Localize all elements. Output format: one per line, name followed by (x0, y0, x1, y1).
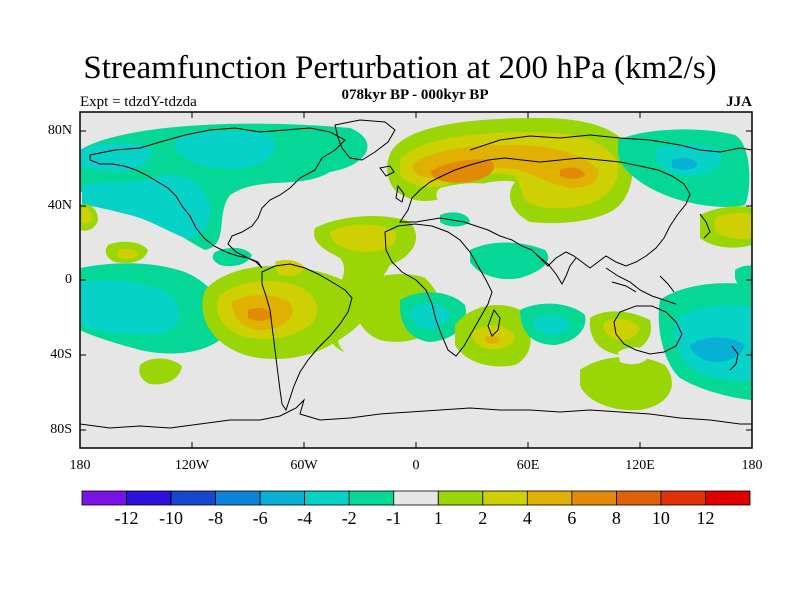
colorbar-swatch (437, 490, 484, 506)
colorbar-swatch (705, 490, 751, 506)
coastline-north-america (89, 127, 346, 269)
lon-label-120e: 120E (625, 458, 655, 473)
lat-label-80n: 80N (47, 123, 72, 138)
coastline-south-america (261, 263, 353, 412)
colorbar-swatch (482, 490, 528, 506)
coastline-india (537, 255, 577, 286)
plot-title: Streamfunction Perturbation at 200 hPa (… (83, 50, 717, 86)
colorbar (81, 490, 751, 506)
plot-subtitle: 078kyr BP - 000kyr BP (341, 87, 489, 103)
coastline-new-zealand (729, 345, 739, 371)
colorbar-label: 1 (433, 508, 443, 528)
season-label: JJA (726, 94, 752, 110)
colorbar-swatch (571, 490, 617, 506)
coastline-southeast-asia (605, 267, 677, 305)
colorbar-label: -6 (252, 508, 268, 528)
latitude-ticks (80, 130, 752, 431)
lon-label-180e: 180 (741, 458, 763, 473)
lat-label-80s: 80S (50, 422, 72, 437)
colorbar-swatch (81, 490, 127, 506)
colorbar-swatch (215, 490, 261, 506)
colorbar-label: 4 (522, 508, 532, 528)
colorbar-label: 6 (567, 508, 577, 528)
colorbar-label: -10 (159, 508, 184, 528)
colorbar-swatch (616, 490, 662, 506)
colorbar-swatch (393, 490, 439, 506)
negative-anomaly-north-pacific (618, 129, 750, 207)
coastline-europe (399, 157, 691, 269)
colorbar-swatch (660, 490, 706, 506)
colorbar-swatch (304, 490, 350, 506)
colorbar-label: -4 (297, 508, 313, 528)
coastlines (80, 119, 752, 429)
colorbar-label: -2 (341, 508, 357, 528)
positive-anomaly-eurasia (387, 118, 633, 224)
colorbar-swatch (126, 490, 172, 506)
colorbar-label: -12 (114, 508, 139, 528)
negative-anomaly-east-pacific (80, 263, 226, 354)
lon-label-180w: 180 (69, 458, 91, 473)
longitude-ticks (79, 112, 753, 448)
colorbar-label: 8 (611, 508, 621, 528)
negative-anomaly-north-america (80, 123, 368, 250)
lon-label-120w: 120W (174, 458, 210, 473)
lat-label-eq: 0 (65, 272, 72, 287)
colorbar-swatch (170, 490, 216, 506)
positive-anomaly-west-pacific (700, 206, 752, 291)
negative-anomaly-central-asia (440, 212, 549, 280)
colorbar-swatch (348, 490, 395, 506)
coastline-greenland (334, 119, 396, 161)
lat-label-40s: 40S (50, 347, 72, 362)
lon-label-60w: 60W (290, 458, 318, 473)
lat-label-40n: 40N (47, 198, 72, 213)
coastline-japan (699, 213, 711, 239)
colorbar-label: -8 (208, 508, 224, 528)
coastline-africa (384, 223, 493, 357)
streamfunction-field (80, 112, 752, 448)
small-anomaly-features (80, 204, 305, 385)
lon-label-0: 0 (412, 458, 420, 473)
lon-label-60e: 60E (516, 458, 540, 473)
colorbar-label: -1 (386, 508, 402, 528)
colorbar-label: 12 (696, 508, 715, 528)
negative-anomaly-south-pacific (658, 283, 752, 400)
coastline-arctic (469, 134, 752, 153)
colorbar-label: 10 (651, 508, 670, 528)
coastline-madagascar (487, 308, 501, 337)
coastline-antarctica (80, 398, 752, 429)
colorbar-swatch (259, 490, 306, 506)
colorbar-label: 2 (478, 508, 488, 528)
mixed-anomaly-australia (580, 311, 672, 411)
coastline-australia (613, 305, 683, 355)
experiment-label: Expt = tdzdY-tdzda (80, 94, 197, 110)
colorbar-swatch (526, 490, 573, 506)
